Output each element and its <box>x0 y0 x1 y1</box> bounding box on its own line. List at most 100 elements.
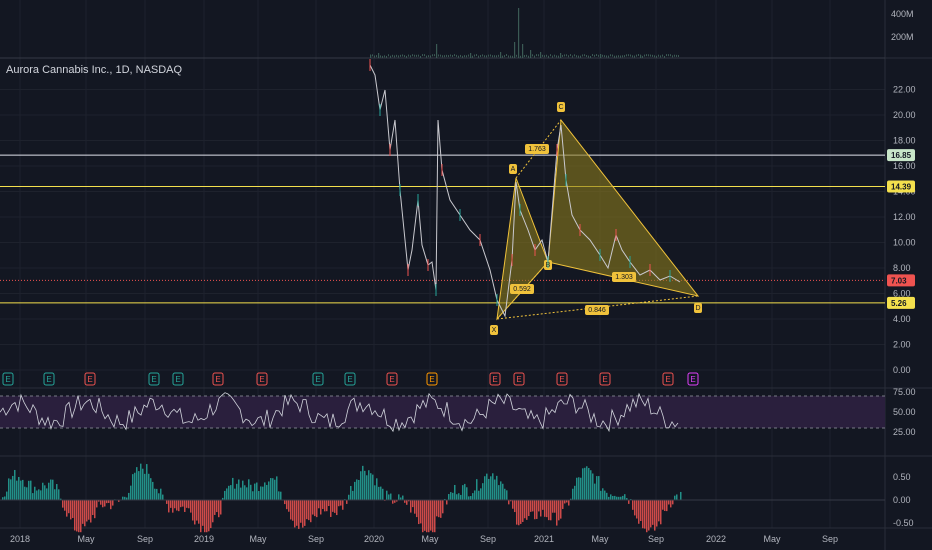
osc-bar <box>284 500 286 504</box>
horizontal-levels[interactable] <box>0 155 885 303</box>
osc-bar <box>64 500 66 511</box>
price-axis-label: 2.00 <box>893 340 911 350</box>
osc-bar <box>332 500 334 512</box>
volume-bar <box>480 55 481 57</box>
osc-bar <box>236 484 238 500</box>
osc-bar <box>204 500 206 532</box>
volume-bar <box>632 55 633 57</box>
volume-bar <box>620 56 621 58</box>
osc-bar <box>174 500 176 508</box>
osc-bar <box>294 500 296 527</box>
osc-bar <box>168 500 170 512</box>
harmonic-pattern[interactable]: XABCD1.7630.5921.3030.846 <box>490 102 702 335</box>
osc-bar <box>272 478 274 500</box>
volume-bar <box>464 55 465 57</box>
osc-bar <box>642 500 644 528</box>
volume-bar <box>522 55 523 57</box>
symbol-title[interactable]: Aurora Cannabis Inc., 1D, NASDAQ <box>6 64 182 76</box>
osc-bar <box>340 500 342 506</box>
osc-bar <box>438 500 440 517</box>
time-axis-label: May <box>77 534 95 544</box>
volume-bar <box>572 55 573 57</box>
volume-bar <box>390 56 391 58</box>
osc-axis-label: 0.50 <box>893 472 911 482</box>
volume-bar <box>582 54 583 56</box>
osc-bar <box>26 487 28 500</box>
osc-bar <box>90 500 92 523</box>
osc-bar <box>112 500 114 506</box>
osc-bar <box>316 500 318 517</box>
osc-bar <box>38 489 40 500</box>
osc-bar <box>422 500 424 532</box>
osc-bar <box>6 492 8 500</box>
osc-bar <box>392 500 394 504</box>
osc-bar <box>486 474 488 500</box>
osc-bar <box>524 500 526 518</box>
osc-bar <box>574 486 576 500</box>
osc-bar <box>508 500 510 504</box>
osc-bar <box>576 478 578 500</box>
volume-bar <box>382 56 383 58</box>
volume-bar <box>554 55 555 57</box>
volume-bar <box>516 55 517 57</box>
osc-bar <box>670 500 672 507</box>
volume-bar <box>660 55 661 57</box>
osc-bar <box>544 500 546 517</box>
osc-bar <box>12 476 14 500</box>
osc-bar <box>36 490 38 500</box>
volume-bar <box>408 55 409 57</box>
earnings-markers-row[interactable]: EEEEEEEEEEEEEEEEE <box>3 373 698 385</box>
osc-bar <box>664 500 666 511</box>
earnings-marker-label: E <box>665 375 670 384</box>
osc-bar <box>584 468 586 500</box>
osc-bar <box>88 500 90 520</box>
volume-bar <box>604 55 605 57</box>
osc-bar <box>662 500 664 510</box>
osc-bar <box>442 500 444 513</box>
volume-bar <box>518 56 519 58</box>
osc-bar <box>314 500 316 516</box>
pattern-ratio-label: 1.303 <box>615 274 633 281</box>
volume-bar <box>494 55 495 57</box>
volume-bar <box>656 56 657 58</box>
osc-bar <box>456 494 458 500</box>
osc-bar <box>354 482 356 500</box>
volume-bar <box>674 55 675 57</box>
osc-bar <box>16 481 18 500</box>
osc-bar <box>154 489 156 500</box>
osc-bar <box>512 500 514 509</box>
osc-bar <box>364 471 366 500</box>
volume-bar <box>384 55 385 57</box>
rsi-axis-label: 75.00 <box>893 387 916 397</box>
osc-bar <box>214 500 216 515</box>
osc-bar <box>62 500 64 508</box>
volume-bar <box>452 55 453 57</box>
volume-bar <box>662 55 663 57</box>
osc-bar <box>104 500 106 506</box>
time-axis-label: May <box>249 534 267 544</box>
volume-bar <box>536 54 537 56</box>
osc-bar <box>548 500 550 520</box>
volume-pane <box>0 8 885 58</box>
osc-bar <box>298 500 300 529</box>
osc-bar <box>474 490 476 500</box>
volume-bar <box>378 55 379 57</box>
volume-bar <box>482 54 483 56</box>
osc-bar <box>30 481 32 500</box>
osc-bar <box>122 497 124 500</box>
price-tag-label: 7.03 <box>891 276 907 285</box>
osc-bar <box>554 500 556 513</box>
price-axis-label: 18.00 <box>893 136 916 146</box>
volume-bar <box>502 56 503 58</box>
osc-bar <box>146 464 148 500</box>
osc-bar <box>432 500 434 532</box>
volume-bar <box>438 54 439 56</box>
osc-bar <box>492 473 494 500</box>
osc-bar <box>668 500 670 504</box>
osc-bar <box>134 473 136 500</box>
osc-bar <box>374 485 376 500</box>
osc-bar <box>256 483 258 500</box>
volume-bar <box>450 55 451 57</box>
